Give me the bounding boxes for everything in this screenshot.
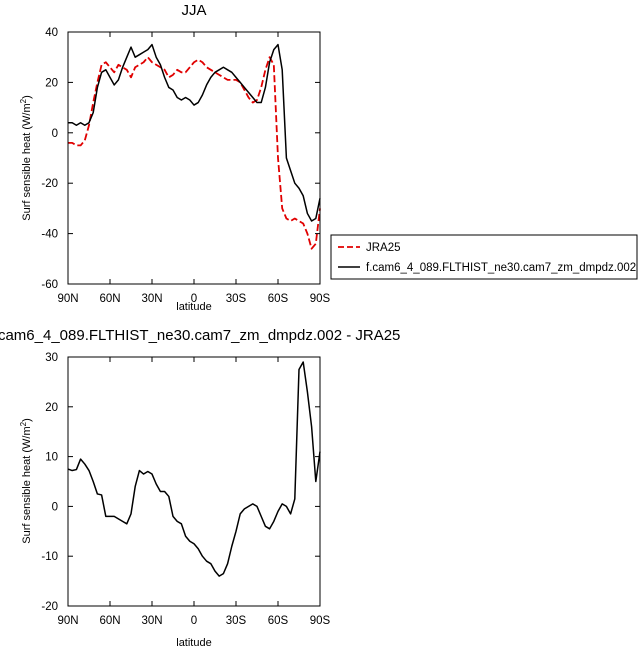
- top-y-axis-label-main: Surf sensible heat (W/m: [21, 103, 33, 220]
- top-y-tick-label: 20: [45, 77, 58, 89]
- top-x-tick-labels: 90N 60N 30N 0 30S 60S 90S: [57, 293, 330, 305]
- bottom-x-tick-label: 60N: [99, 615, 120, 627]
- bottom-y-axis-label-sup: 2: [19, 421, 28, 426]
- top-y-axis-label: Surf sensible heat (W/m2): [19, 95, 33, 221]
- bottom-x-tick-label: 60S: [268, 615, 289, 627]
- top-tick-marks: [67, 31, 321, 285]
- top-chart-title: JJA: [181, 2, 206, 19]
- top-x-tick-label: 0: [191, 293, 197, 305]
- top-x-tick-label: 30S: [226, 293, 247, 305]
- legend: JRA25 f.cam6_4_089.FLTHIST_ne30.cam7_zm_…: [330, 234, 638, 280]
- bottom-y-tick-label: -10: [41, 551, 58, 563]
- top-x-tick-label: 90S: [310, 293, 331, 305]
- bottom-tick-marks: [67, 356, 321, 607]
- top-y-tick-label: -40: [41, 229, 58, 241]
- top-y-axis-label-end: ): [21, 95, 33, 99]
- top-series-line-1: [68, 43, 321, 222]
- bottom-y-axis-label-main: Surf sensible heat (W/m: [21, 426, 33, 543]
- bottom-y-tick-label: 30: [45, 352, 58, 364]
- bottom-x-axis-label: latitude: [176, 637, 211, 649]
- bottom-y-tick-label: -20: [41, 601, 58, 613]
- bottom-y-tick-label: 20: [45, 402, 58, 414]
- bottom-x-tick-label: 30S: [226, 615, 247, 627]
- bottom-x-tick-label: 30N: [141, 615, 162, 627]
- bottom-y-axis-label-end: ): [21, 418, 33, 422]
- bottom-x-tick-label: 0: [191, 615, 197, 627]
- top-x-tick-label: 60S: [268, 293, 289, 305]
- top-y-tick-label: 40: [45, 27, 58, 39]
- bottom-x-tick-label: 90S: [310, 615, 331, 627]
- bottom-y-tick-label: 10: [45, 452, 58, 464]
- bottom-panel: f.cam6_4_089.FLTHIST_ne30.cam7_zm_dmpdz.…: [0, 327, 400, 649]
- bottom-y-tick-label: 0: [52, 501, 58, 513]
- bottom-y-axis-label: Surf sensible heat (W/m2): [19, 418, 33, 544]
- top-x-tick-label: 60N: [99, 293, 120, 305]
- legend-label-model: f.cam6_4_089.FLTHIST_ne30.cam7_zm_dmpdz.…: [366, 262, 636, 274]
- top-y-tick-label: -60: [41, 279, 58, 291]
- top-series-line-0: [68, 56, 321, 250]
- bottom-chart-title: f.cam6_4_089.FLTHIST_ne30.cam7_zm_dmpdz.…: [0, 327, 400, 344]
- bottom-x-tick-labels: 90N 60N 30N 0 30S 60S 90S: [57, 615, 330, 627]
- top-y-tick-label: -20: [41, 178, 58, 190]
- bottom-series-line-0: [67, 361, 321, 577]
- top-y-axis-label-sup: 2: [19, 98, 28, 103]
- legend-box: [330, 234, 638, 280]
- top-x-axis-label: latitude: [176, 301, 211, 313]
- legend-label-jra25: JRA25: [366, 242, 401, 254]
- top-chart-marks: [68, 43, 321, 250]
- top-y-tick-labels: 40 20 0 -20 -40 -60: [41, 27, 58, 291]
- bottom-y-tick-labels: 30 20 10 0 -10 -20: [41, 352, 58, 613]
- bottom-chart-marks: [67, 361, 321, 577]
- top-panel: JJA 40 20 0 -20 -40 -60 90N 60N 30N 0 30S 60S 90S l…: [19, 2, 638, 313]
- top-x-tick-label: 90N: [57, 293, 78, 305]
- top-y-tick-label: 0: [52, 128, 58, 140]
- bottom-plot-frame: [67, 356, 321, 607]
- top-x-tick-label: 30N: [141, 293, 162, 305]
- bottom-x-tick-label: 90N: [57, 615, 78, 627]
